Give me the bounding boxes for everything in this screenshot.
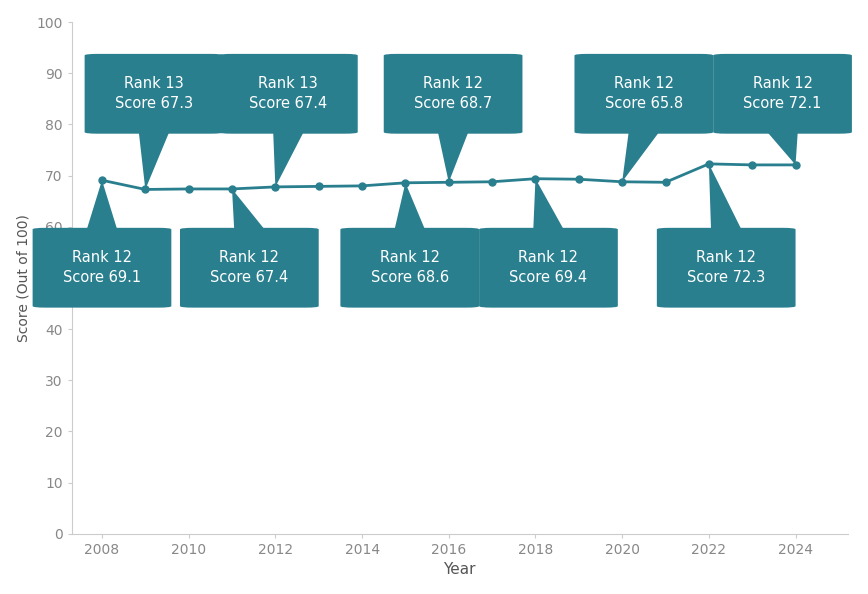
- Polygon shape: [438, 132, 468, 182]
- Text: Rank 13
Score 67.3: Rank 13 Score 67.3: [115, 77, 193, 111]
- Polygon shape: [533, 179, 563, 229]
- Text: Rank 12
Score 68.6: Rank 12 Score 68.6: [371, 250, 449, 285]
- Polygon shape: [273, 132, 304, 187]
- Text: Rank 12
Score 67.4: Rank 12 Score 67.4: [210, 250, 288, 285]
- FancyBboxPatch shape: [479, 228, 618, 308]
- Polygon shape: [622, 132, 659, 182]
- Y-axis label: Score (Out of 100): Score (Out of 100): [16, 214, 30, 342]
- Text: Rank 13
Score 67.4: Rank 13 Score 67.4: [249, 77, 327, 111]
- Text: Rank 12
Score 72.3: Rank 12 Score 72.3: [687, 250, 766, 285]
- FancyBboxPatch shape: [384, 54, 523, 134]
- Text: Rank 12
Score 72.1: Rank 12 Score 72.1: [743, 77, 822, 111]
- Polygon shape: [87, 180, 117, 229]
- Polygon shape: [139, 132, 169, 189]
- FancyBboxPatch shape: [219, 54, 358, 134]
- FancyBboxPatch shape: [84, 54, 223, 134]
- FancyBboxPatch shape: [713, 54, 852, 134]
- FancyBboxPatch shape: [33, 228, 171, 308]
- FancyBboxPatch shape: [180, 228, 319, 308]
- Polygon shape: [232, 189, 265, 229]
- X-axis label: Year: Year: [444, 563, 476, 577]
- FancyBboxPatch shape: [340, 228, 479, 308]
- Text: Rank 12
Score 65.8: Rank 12 Score 65.8: [605, 77, 683, 111]
- FancyBboxPatch shape: [575, 54, 713, 134]
- FancyBboxPatch shape: [657, 228, 796, 308]
- Text: Rank 12
Score 69.4: Rank 12 Score 69.4: [510, 250, 588, 285]
- Polygon shape: [709, 164, 741, 229]
- Polygon shape: [395, 183, 425, 229]
- Polygon shape: [767, 132, 798, 165]
- Text: Rank 12
Score 69.1: Rank 12 Score 69.1: [62, 250, 141, 285]
- Text: Rank 12
Score 68.7: Rank 12 Score 68.7: [414, 77, 492, 111]
